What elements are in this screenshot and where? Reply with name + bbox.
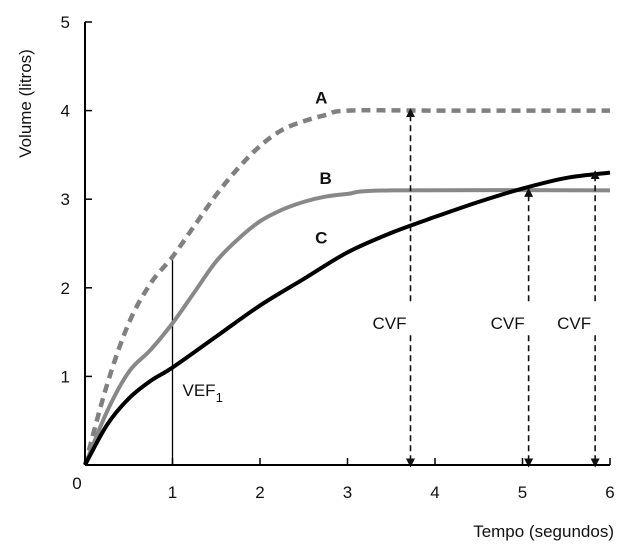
series-label-c: C (315, 229, 327, 248)
cvf-label-1: CVF (373, 314, 407, 333)
y-tick-label: 1 (61, 367, 70, 386)
x-tick-label: 2 (255, 483, 264, 502)
cvf-label-3: CVF (557, 314, 591, 333)
cvf-label-2: CVF (491, 314, 525, 333)
x-axis-title: Tempo (segundos) (473, 522, 614, 541)
axes (84, 22, 610, 466)
series-line-a (82, 108, 610, 466)
x-tick-label: 3 (343, 483, 352, 502)
series-line-b (83, 188, 611, 466)
series-label-a: A (315, 89, 327, 108)
series-line-c (83, 170, 611, 466)
series-label-b: B (319, 169, 331, 188)
x-tick-label: 4 (430, 483, 439, 502)
x-tick-label: 6 (605, 483, 614, 502)
y-tick-label: 5 (61, 13, 70, 32)
x-tick-label: 1 (168, 483, 177, 502)
origin-tick-label: 0 (72, 474, 81, 493)
y-tick-label: 4 (61, 102, 70, 121)
y-tick-label: 3 (61, 190, 70, 209)
x-tick-label: 5 (518, 483, 527, 502)
axis-ticks: 1 2 3 4 5 6 1 2 3 4 5 (61, 13, 615, 502)
plot-area: VEF1 A B C CVF CVF CVF (82, 89, 611, 468)
y-tick-label: 2 (61, 279, 70, 298)
vef1-label: VEF1 (183, 381, 223, 405)
y-axis-title: Volume (litros) (16, 49, 35, 158)
